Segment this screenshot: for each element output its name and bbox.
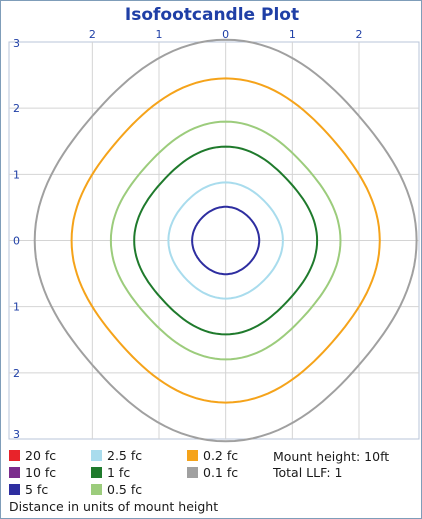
- legend-item-2.5fc: 2.5 fc: [91, 447, 142, 463]
- legend-swatch: [91, 483, 102, 495]
- y-tick-label: 3: [13, 428, 20, 441]
- legend: 20 fc 10 fc 5 fc 2.5 fc 1 fc 0.5 fc 0.2 …: [7, 447, 419, 517]
- x-ticks: 2 1 0 1 2: [89, 28, 363, 41]
- mount-height-text: Mount height: 10ft: [273, 449, 390, 464]
- contour-2.5fc: [167, 181, 284, 300]
- legend-swatch: [9, 449, 20, 461]
- legend-item-20fc: 20 fc: [9, 447, 56, 463]
- x-tick-label: 0: [222, 28, 229, 41]
- chart-title: Isofootcandle Plot: [124, 5, 300, 25]
- legend-item-0.5fc: 0.5 fc: [91, 481, 142, 497]
- legend-item-0.2fc: 0.2 fc: [187, 447, 238, 463]
- legend-label: 0.1 fc: [203, 464, 239, 480]
- contour-5fc: [191, 205, 261, 276]
- legend-item-5fc: 5 fc: [9, 481, 48, 497]
- legend-swatch: [187, 449, 198, 461]
- distance-note: Distance in units of mount height: [9, 499, 219, 514]
- legend-item-10fc: 10 fc: [9, 464, 56, 480]
- legend-swatch: [91, 466, 102, 478]
- legend-item-1fc: 1 fc: [91, 464, 130, 480]
- legend-swatch: [91, 449, 102, 461]
- y-tick-label: 2: [13, 367, 20, 380]
- y-ticks: 3 2 1 0 1 2 3: [13, 37, 20, 441]
- legend-label: 5 fc: [25, 481, 49, 497]
- legend-label: 0.2 fc: [203, 447, 239, 463]
- x-tick-label: 2: [356, 28, 363, 41]
- y-tick-label: 0: [13, 235, 20, 248]
- legend-label: 2.5 fc: [107, 447, 143, 463]
- contour-1fc: [133, 145, 319, 336]
- x-tick-label: 2: [89, 28, 96, 41]
- y-tick-label: 2: [13, 102, 20, 115]
- x-tick-label: 1: [289, 28, 296, 41]
- y-tick-label: 1: [13, 301, 20, 314]
- contour-0.5fc: [109, 120, 342, 361]
- legend-label: 0.5 fc: [107, 481, 143, 497]
- x-tick-label: 1: [156, 28, 163, 41]
- legend-item-0.1fc: 0.1 fc: [187, 464, 238, 480]
- legend-swatch: [9, 483, 20, 495]
- legend-label: 10 fc: [25, 464, 57, 480]
- y-tick-label: 3: [13, 37, 20, 50]
- legend-label: 1 fc: [107, 464, 131, 480]
- contours: [33, 38, 418, 443]
- total-llf-text: Total LLF: 1: [273, 465, 343, 480]
- grid-lines: [9, 42, 419, 439]
- legend-swatch: [9, 466, 20, 478]
- contour-0.2fc: [70, 77, 381, 404]
- isofootcandle-plot: 2 1 0 1 2 3 2 1 0 1 2 3: [8, 28, 420, 443]
- contour-0.1fc: [33, 38, 418, 443]
- legend-label: 20 fc: [25, 447, 57, 463]
- legend-swatch: [187, 466, 198, 478]
- y-tick-label: 1: [13, 168, 20, 181]
